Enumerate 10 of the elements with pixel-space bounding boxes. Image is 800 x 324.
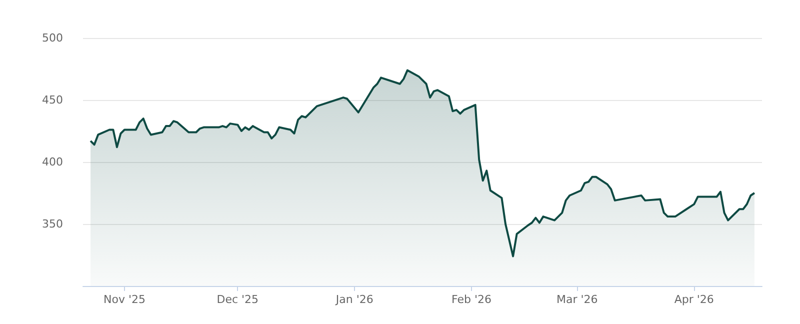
x-tick-label: Mar '26 xyxy=(556,293,598,306)
x-tick-label: Jan '26 xyxy=(334,293,374,306)
x-tick-label: Feb '26 xyxy=(452,293,492,306)
x-tick-label: Nov '25 xyxy=(103,293,146,306)
y-tick-label: 450 xyxy=(42,94,63,106)
x-tick-label: Apr '26 xyxy=(674,293,714,306)
x-tick-label: Dec '25 xyxy=(216,293,259,306)
y-tick-label: 350 xyxy=(42,218,63,230)
y-tick-label: 400 xyxy=(42,156,63,168)
y-tick-label: 500 xyxy=(42,32,63,44)
